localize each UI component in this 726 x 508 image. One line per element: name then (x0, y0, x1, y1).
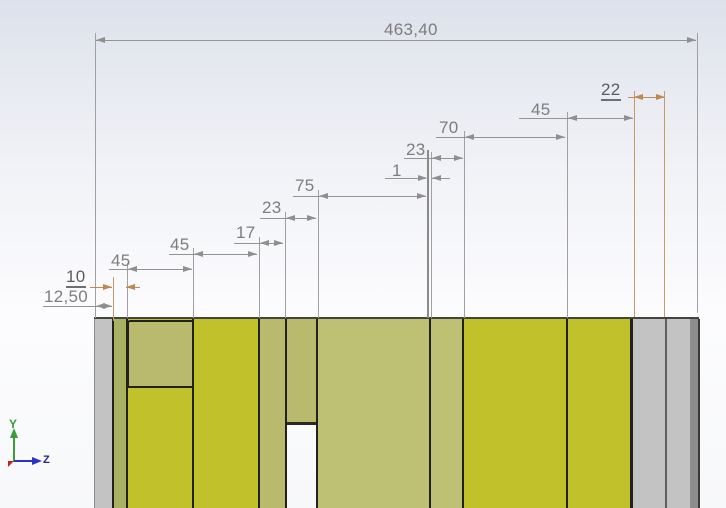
dim-arrow (418, 175, 427, 181)
dim-45l-line[interactable] (109, 269, 192, 270)
z-axis-label: Z (43, 454, 50, 466)
dim-arrow (274, 240, 283, 246)
extension-line-selected[interactable] (113, 277, 114, 321)
extension-line[interactable] (95, 33, 96, 318)
dim-arrow (319, 193, 328, 199)
part-edge[interactable] (285, 319, 287, 508)
part-edge[interactable] (258, 319, 260, 508)
dim-arrow (624, 115, 633, 121)
extension-line[interactable] (431, 152, 432, 318)
part-face-khaki-block[interactable] (127, 320, 195, 388)
part-face-gray-left[interactable] (94, 319, 114, 508)
extension-line[interactable] (697, 33, 698, 313)
dim-17-label[interactable]: 17 (236, 223, 256, 242)
part-edge[interactable] (630, 319, 633, 508)
extension-line[interactable] (127, 263, 128, 318)
dim-10-label[interactable]: 10 (66, 267, 86, 288)
part-face-dark-cap[interactable] (690, 319, 698, 508)
part-edge[interactable] (192, 319, 194, 508)
dim-70-label[interactable]: 70 (439, 118, 459, 137)
dim-overall-line[interactable] (96, 40, 696, 41)
dim-arrow (656, 94, 665, 100)
dim-1-line-right[interactable] (432, 178, 450, 179)
dim-22-line[interactable] (628, 97, 664, 98)
y-axis-arrowhead-icon (10, 428, 18, 438)
dim-arrow (432, 155, 441, 161)
dim-arrow (103, 284, 112, 290)
x-axis-origin-icon (8, 461, 14, 467)
extension-line[interactable] (259, 237, 260, 318)
z-axis-arrowhead-icon (32, 457, 42, 465)
dim-1-label[interactable]: 1 (392, 161, 402, 180)
dim-arrow (286, 215, 295, 221)
dim-arrow (556, 134, 565, 140)
dim-1250-line[interactable] (43, 306, 112, 307)
dim-arrow (248, 251, 257, 257)
y-axis-label: Y (9, 417, 18, 431)
dim-23r-label[interactable]: 23 (406, 140, 426, 159)
part-face-gray-right-1[interactable] (633, 319, 665, 508)
dim-arrow (96, 303, 105, 309)
dim-1-line-left[interactable] (385, 178, 426, 179)
part-face-olive-strip[interactable] (114, 319, 126, 508)
part-face-notch-block[interactable] (287, 319, 316, 425)
dim-arrow (126, 284, 135, 290)
z-axis-line (14, 460, 33, 462)
part-face-khaki-strip[interactable] (260, 319, 285, 508)
dim-arrow (183, 266, 192, 272)
y-axis-line (13, 437, 15, 462)
part-face-yellow-3[interactable] (464, 319, 566, 508)
dim-arrow (194, 251, 203, 257)
extension-line[interactable] (193, 248, 194, 318)
part-face-khaki-narrow[interactable] (431, 319, 462, 508)
dim-arrow (687, 37, 696, 43)
extension-line-selected[interactable] (664, 91, 665, 317)
part-edge[interactable] (462, 319, 464, 508)
dim-arrow (307, 215, 316, 221)
dim-arrow (465, 134, 474, 140)
dim-arrow (432, 175, 441, 181)
part-edge[interactable] (665, 319, 667, 508)
dim-45m-line[interactable] (169, 254, 257, 255)
dim-arrow (634, 94, 643, 100)
extension-line-selected[interactable] (634, 91, 635, 317)
dim-10-line[interactable] (90, 287, 112, 288)
dim-arrow (96, 37, 105, 43)
dim-75-label[interactable]: 75 (295, 176, 315, 195)
dim-17-line[interactable] (234, 243, 283, 244)
dim-arrow (568, 115, 577, 121)
dim-arrow (103, 303, 112, 309)
dim-45m-label[interactable]: 45 (170, 235, 190, 254)
part-edge[interactable] (126, 319, 128, 508)
part-face-yellow-4[interactable] (568, 319, 630, 508)
dim-arrow (454, 155, 463, 161)
part-edge[interactable] (429, 319, 431, 508)
extension-line[interactable] (567, 112, 568, 318)
extension-line[interactable] (285, 212, 286, 318)
part-face-yellow-2[interactable] (194, 319, 258, 508)
dim-45l-label[interactable]: 45 (111, 251, 131, 270)
dim-23m-label[interactable]: 23 (262, 198, 282, 217)
dim-45r-label[interactable]: 45 (531, 100, 551, 119)
part-edge[interactable] (566, 319, 568, 508)
dim-75-line[interactable] (293, 196, 426, 197)
part-edge[interactable] (316, 319, 318, 508)
extension-line[interactable] (427, 150, 429, 318)
part-face-gray-right-2[interactable] (667, 319, 690, 508)
dim-arrow (260, 240, 269, 246)
dim-70-line[interactable] (436, 137, 565, 138)
dim-1250-label[interactable]: 12,50 (44, 287, 89, 306)
dim-arrow (128, 266, 137, 272)
part-top-edge[interactable] (94, 317, 699, 319)
extension-line[interactable] (464, 131, 465, 318)
part-right-edge[interactable] (698, 319, 700, 508)
part-edge[interactable] (112, 319, 114, 508)
dim-22-label[interactable]: 22 (601, 80, 621, 101)
part-face-khaki-wide[interactable] (318, 319, 429, 508)
extension-line[interactable] (318, 190, 319, 318)
dim-overall-label[interactable]: 463,40 (384, 20, 438, 39)
dim-arrow (417, 193, 426, 199)
